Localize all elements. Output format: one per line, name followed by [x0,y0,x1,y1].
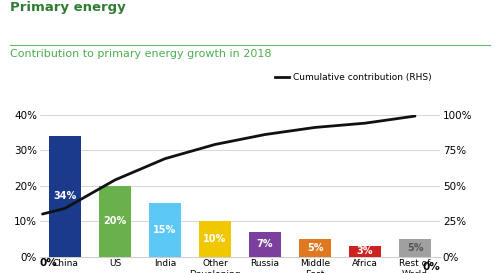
Text: Contribution to primary energy growth in 2018: Contribution to primary energy growth in… [10,49,272,59]
Bar [349,246,382,257]
Bar [399,239,431,257]
Text: 10%: 10% [204,234,227,244]
Legend: Cumulative contribution (RHS): Cumulative contribution (RHS) [272,70,436,86]
Text: 7%: 7% [257,239,273,249]
Text: 20%: 20% [104,216,126,226]
Bar [299,239,331,257]
Text: 3%: 3% [357,246,373,256]
Bar [199,221,231,257]
Text: 0%: 0% [422,262,440,272]
Bar [99,186,131,257]
Text: 15%: 15% [154,225,176,235]
Bar [249,232,281,257]
Text: 5%: 5% [307,243,323,253]
Bar [149,203,181,257]
Text: 34%: 34% [54,191,76,201]
Text: 0%: 0% [40,258,58,268]
Bar [49,136,81,257]
Text: Primary energy: Primary energy [10,1,126,14]
Text: 5%: 5% [407,243,423,253]
